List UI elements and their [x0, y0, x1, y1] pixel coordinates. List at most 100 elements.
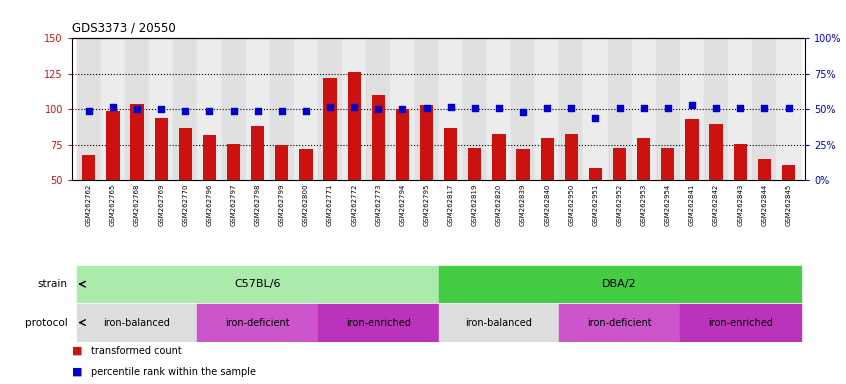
Point: [106, 104, 119, 110]
Bar: [222, 38, 245, 180]
Point: [179, 108, 192, 114]
Bar: [149, 38, 173, 180]
Bar: [155, 118, 168, 180]
Point: [444, 104, 458, 110]
Point: [685, 102, 699, 108]
Bar: [710, 124, 722, 180]
Bar: [270, 38, 294, 180]
Bar: [342, 38, 366, 180]
Bar: [197, 38, 222, 180]
Bar: [656, 38, 680, 180]
Bar: [77, 38, 101, 180]
Point: [348, 104, 361, 110]
Point: [299, 108, 313, 114]
Point: [637, 105, 651, 111]
Bar: [541, 138, 554, 180]
Bar: [463, 38, 487, 180]
Text: protocol: protocol: [25, 318, 68, 328]
Bar: [559, 304, 680, 341]
Bar: [680, 304, 800, 341]
Point: [492, 105, 506, 111]
Point: [371, 106, 385, 113]
Bar: [613, 148, 626, 180]
Bar: [728, 38, 752, 180]
Bar: [415, 38, 438, 180]
Bar: [77, 304, 197, 341]
Bar: [318, 304, 438, 341]
Point: [541, 105, 554, 111]
Point: [203, 108, 217, 114]
Point: [661, 105, 674, 111]
Text: iron-enriched: iron-enriched: [346, 318, 411, 328]
Point: [733, 105, 747, 111]
Bar: [173, 38, 197, 180]
Point: [516, 109, 530, 115]
Bar: [420, 105, 433, 180]
Bar: [251, 126, 264, 180]
Point: [589, 115, 602, 121]
Bar: [275, 145, 288, 180]
Bar: [82, 155, 96, 180]
Bar: [299, 149, 312, 180]
Bar: [197, 304, 318, 341]
Bar: [438, 38, 463, 180]
Bar: [758, 159, 771, 180]
Text: percentile rank within the sample: percentile rank within the sample: [91, 367, 255, 377]
Bar: [107, 111, 119, 180]
Bar: [536, 38, 559, 180]
Bar: [637, 138, 651, 180]
Bar: [179, 128, 192, 180]
Point: [758, 105, 772, 111]
Bar: [565, 134, 578, 180]
Bar: [752, 38, 777, 180]
Point: [709, 105, 722, 111]
Bar: [366, 38, 390, 180]
Bar: [559, 38, 584, 180]
Point: [468, 105, 481, 111]
Bar: [589, 168, 602, 180]
Point: [323, 104, 337, 110]
Bar: [348, 73, 361, 180]
Bar: [584, 38, 607, 180]
Point: [782, 105, 795, 111]
Point: [227, 108, 240, 114]
Point: [130, 106, 144, 113]
Bar: [487, 38, 511, 180]
Point: [396, 106, 409, 113]
Bar: [125, 38, 149, 180]
Text: iron-deficient: iron-deficient: [587, 318, 652, 328]
Bar: [680, 38, 704, 180]
Bar: [511, 38, 536, 180]
Bar: [323, 78, 337, 180]
Bar: [77, 266, 438, 303]
Point: [251, 108, 265, 114]
Bar: [444, 128, 458, 180]
Bar: [203, 135, 216, 180]
Bar: [777, 38, 800, 180]
Bar: [371, 95, 385, 180]
Text: C57BL/6: C57BL/6: [234, 279, 281, 289]
Text: iron-balanced: iron-balanced: [465, 318, 532, 328]
Text: transformed count: transformed count: [91, 346, 181, 356]
Text: strain: strain: [38, 279, 68, 289]
Point: [420, 105, 433, 111]
Point: [613, 105, 626, 111]
Text: ■: ■: [72, 346, 86, 356]
Point: [82, 108, 96, 114]
Text: DBA/2: DBA/2: [602, 279, 637, 289]
Bar: [438, 266, 800, 303]
Text: GDS3373 / 20550: GDS3373 / 20550: [72, 22, 176, 35]
Bar: [662, 148, 674, 180]
Bar: [733, 144, 747, 180]
Bar: [294, 38, 318, 180]
Bar: [396, 109, 409, 180]
Bar: [685, 119, 699, 180]
Bar: [101, 38, 125, 180]
Text: ■: ■: [72, 367, 86, 377]
Bar: [492, 134, 506, 180]
Text: iron-balanced: iron-balanced: [103, 318, 171, 328]
Bar: [227, 144, 240, 180]
Bar: [468, 148, 481, 180]
Bar: [704, 38, 728, 180]
Bar: [245, 38, 270, 180]
